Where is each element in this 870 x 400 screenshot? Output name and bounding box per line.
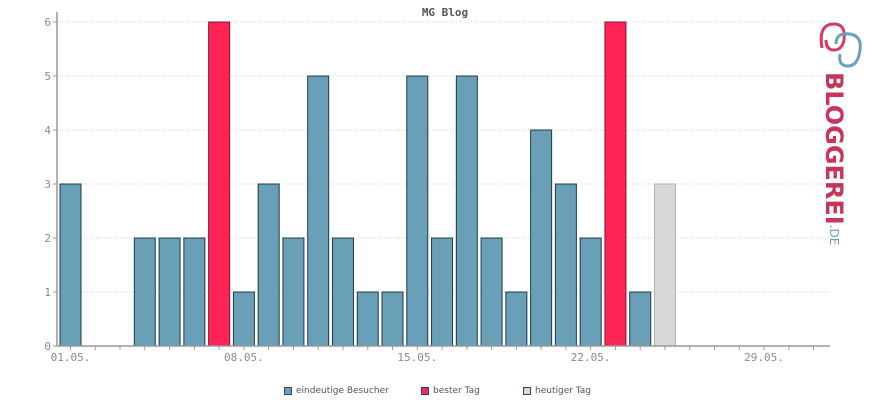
bar-24.05. [629, 291, 652, 347]
legend-item: bester Tag [421, 386, 480, 396]
logo-wordmark: BLOGGEREI.DE [820, 72, 848, 246]
y-tick-label: 4 [44, 124, 51, 137]
bar-04.05. [133, 237, 156, 347]
legend-label: heutiger Tag [535, 386, 592, 396]
y-tick-label: 0 [44, 340, 51, 353]
legend-swatch [284, 387, 292, 395]
bar-25.05. [653, 183, 676, 347]
bar-12.05. [331, 237, 354, 347]
bar-11.05. [307, 75, 330, 347]
y-tick-label: 6 [44, 16, 51, 29]
bar-06.05. [183, 237, 206, 347]
legend-item: heutiger Tag [523, 386, 591, 396]
bar-23.05. [604, 21, 627, 347]
axes: 0 1 2 3 4 5 6 01.05. 08.05. 15.05. 22.05. 29.05. [44, 12, 830, 364]
bar-07.05. [208, 21, 231, 347]
x-tick-label: 01.05. [51, 351, 91, 364]
bar-20.05. [530, 129, 553, 347]
bar-14.05. [381, 291, 404, 347]
bar-18.05. [480, 237, 503, 347]
y-tick-label: 2 [44, 232, 51, 245]
bar-13.05. [356, 291, 379, 347]
bar-21.05. [554, 183, 577, 347]
bar-22.05. [579, 237, 602, 347]
bar-16.05. [431, 237, 454, 347]
legend-item: eindeutige Besucher [284, 386, 389, 396]
bar-09.05. [257, 183, 280, 347]
x-tick-label: 29.05. [744, 351, 784, 364]
y-tick-label: 3 [44, 178, 51, 191]
y-tick-label: 1 [44, 286, 51, 299]
legend-swatch [523, 387, 531, 395]
bar-05.05. [158, 237, 181, 347]
legend-label: eindeutige Besucher [296, 386, 389, 396]
bar-19.05. [505, 291, 528, 347]
bloggerei-logo-icon [812, 18, 868, 218]
x-tick-label: 08.05. [224, 351, 264, 364]
x-tick-label: 22.05. [571, 351, 611, 364]
y-tick-label: 5 [44, 70, 51, 83]
bars [59, 21, 676, 347]
bar-10.05. [282, 237, 305, 347]
legend: eindeutige Besucher bester Tag heutiger Ta… [0, 386, 870, 400]
legend-swatch [421, 387, 429, 395]
bar-15.05. [406, 75, 429, 347]
legend-label: bester Tag [433, 386, 480, 396]
bar-01.05. [59, 183, 82, 347]
logo-name: BLOGGEREI [820, 72, 848, 225]
bar-17.05. [455, 75, 478, 347]
logo-suffix: .DE [827, 224, 841, 246]
x-tick-label: 15.05. [397, 351, 437, 364]
chart-title: MG Blog [422, 6, 468, 19]
bar-08.05. [232, 291, 255, 347]
